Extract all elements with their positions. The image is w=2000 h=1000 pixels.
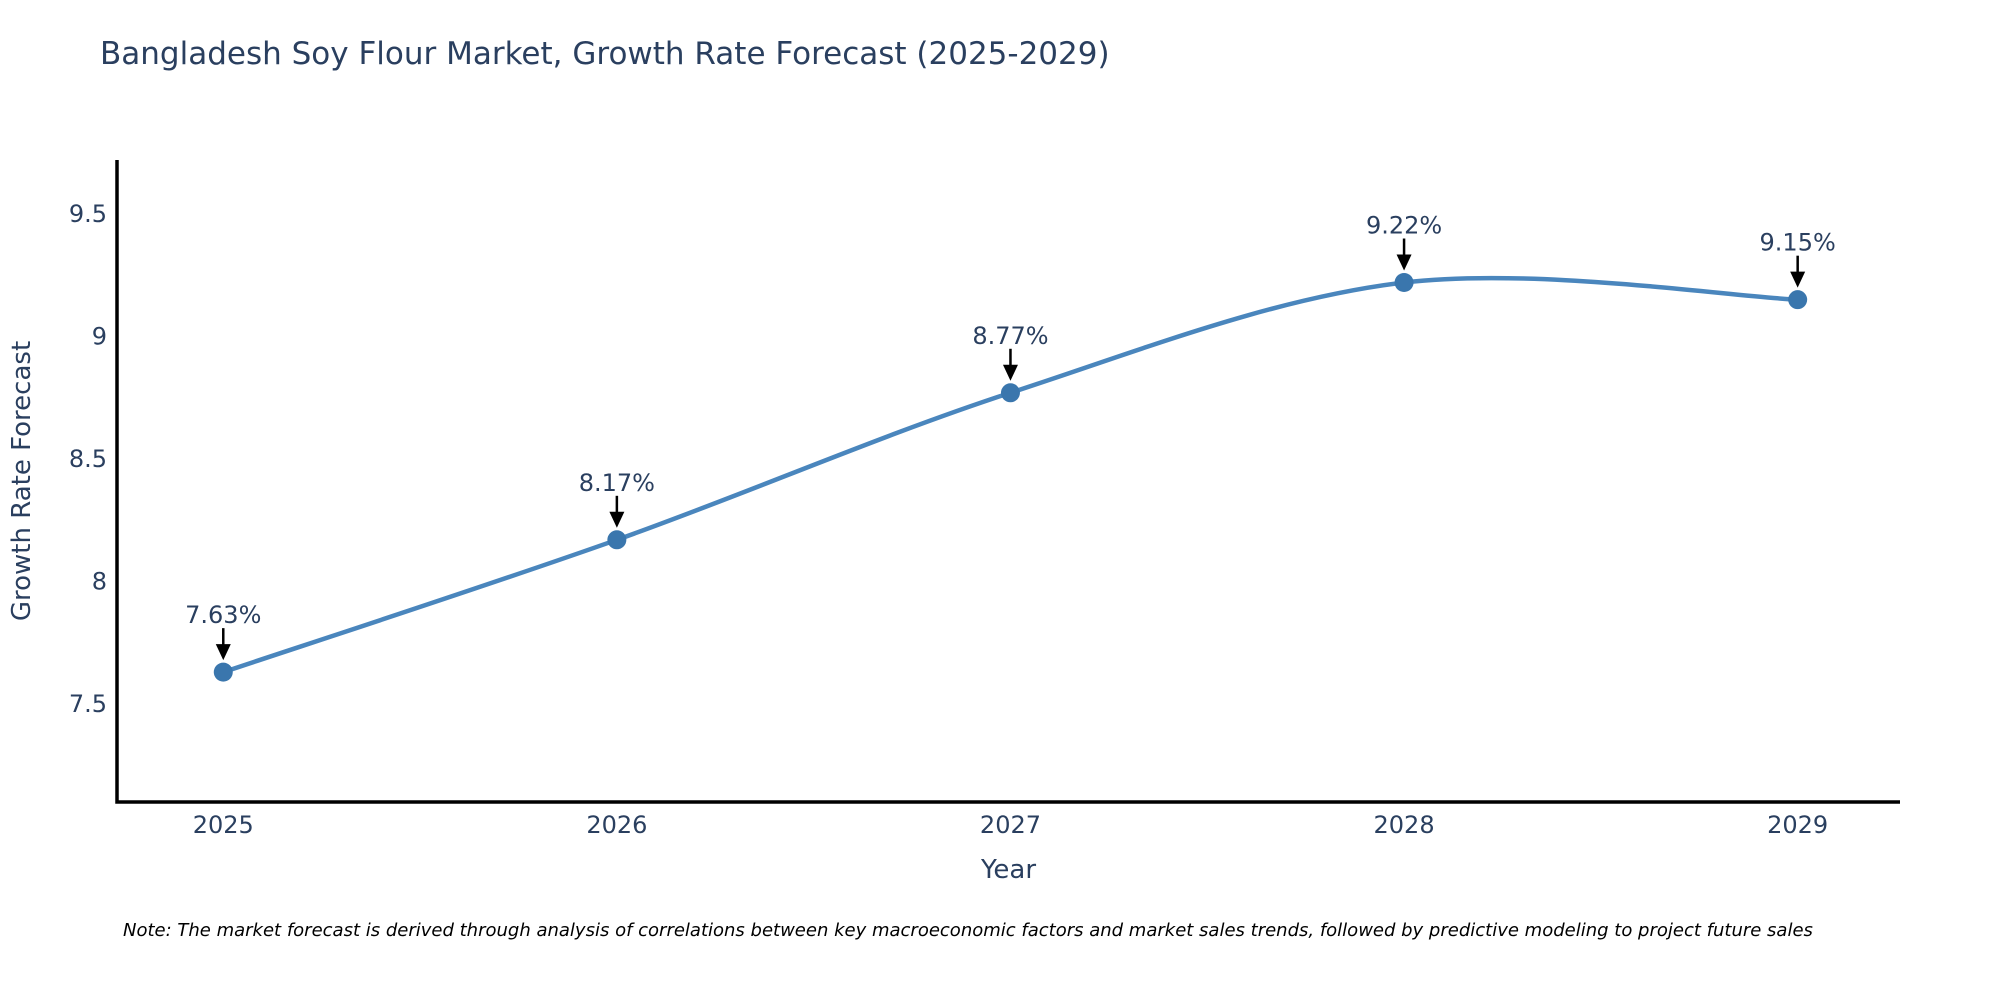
y-tick-label: 9 bbox=[92, 322, 107, 350]
point-annotation-label: 9.15% bbox=[1760, 229, 1836, 257]
data-point-marker[interactable] bbox=[213, 662, 233, 682]
point-annotation-label: 9.22% bbox=[1366, 212, 1442, 240]
y-tick-label: 8.5 bbox=[69, 445, 107, 473]
data-point-marker[interactable] bbox=[1000, 383, 1020, 403]
point-annotation-label: 8.77% bbox=[972, 322, 1048, 350]
annotation-arrowhead bbox=[1790, 271, 1806, 288]
y-tick-label: 8 bbox=[92, 567, 107, 595]
x-tick-label: 2027 bbox=[980, 811, 1041, 839]
annotation-arrowhead bbox=[609, 511, 625, 528]
point-annotation-label: 8.17% bbox=[579, 469, 655, 497]
y-tick-label: 7.5 bbox=[69, 690, 107, 718]
x-tick-label: 2025 bbox=[193, 811, 254, 839]
x-tick-label: 2028 bbox=[1374, 811, 1435, 839]
data-point-marker[interactable] bbox=[607, 530, 627, 550]
x-axis-title: Year bbox=[980, 855, 1036, 885]
y-axis-title: Growth Rate Forecast bbox=[7, 341, 37, 621]
data-point-marker[interactable] bbox=[1394, 273, 1414, 293]
x-tick-label: 2026 bbox=[586, 811, 647, 839]
chart-title: Bangladesh Soy Flour Market, Growth Rate… bbox=[100, 36, 1110, 72]
data-point-marker[interactable] bbox=[1788, 290, 1808, 310]
y-tick-label: 9.5 bbox=[69, 200, 107, 228]
annotation-arrowhead bbox=[1002, 364, 1018, 381]
point-annotation-label: 7.63% bbox=[185, 601, 261, 629]
x-tick-label: 2029 bbox=[1767, 811, 1828, 839]
annotation-arrowhead bbox=[1396, 254, 1412, 271]
axis-lines bbox=[115, 160, 1900, 804]
footnote: Note: The market forecast is derived thr… bbox=[123, 920, 1813, 941]
annotation-arrowhead bbox=[215, 644, 231, 661]
